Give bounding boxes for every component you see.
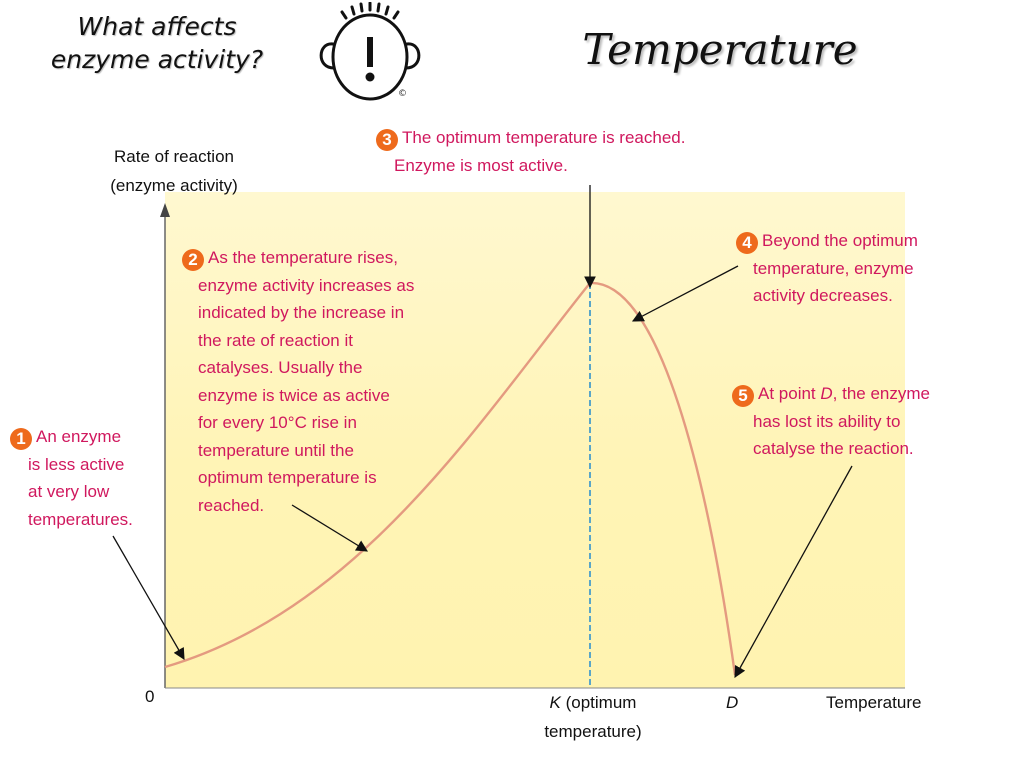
- annotation-4: 4 Beyond the optimum temperature, enzyme …: [736, 227, 996, 310]
- annotation-2: 2 As the temperature rises, enzyme activi…: [182, 244, 472, 519]
- annotation-2-line: temperature until the: [198, 440, 354, 460]
- x-tick-k-caption: (optimum: [560, 693, 637, 712]
- number-badge-1: 1: [10, 428, 32, 450]
- annotation-2-line: catalyses. Usually the: [198, 358, 363, 377]
- x-tick-k-line1: K (optimum: [525, 688, 661, 717]
- annotation-1-lead: An enzyme: [36, 427, 122, 446]
- annotation-2-line: reached.: [198, 495, 265, 515]
- annotation-4-line: temperature, enzyme: [753, 258, 914, 278]
- number-badge-3: 3: [376, 129, 398, 151]
- annotation-3-first-line: 3 The optimum temperature is reached.: [376, 124, 796, 152]
- origin-label: 0: [145, 687, 155, 706]
- copyright-mark: ©: [398, 89, 407, 99]
- header-question: What affects enzyme activity?: [32, 10, 282, 76]
- plot-area: [165, 192, 905, 688]
- page-title: Temperature: [582, 25, 858, 74]
- x-tick-k-line2: temperature): [544, 722, 642, 741]
- arrow-note-5: [734, 465, 853, 679]
- x-tick-k: K (optimum temperature): [525, 688, 661, 746]
- annotation-4-lead: Beyond the optimum: [762, 231, 918, 250]
- annotation-5-lead-post: , the enzyme: [832, 384, 930, 403]
- x-tick-d: D: [726, 693, 739, 712]
- header-question-line1: What affects: [77, 12, 237, 41]
- y-axis-label-line1: Rate of reaction: [113, 147, 234, 166]
- annotation-4-first-line: 4 Beyond the optimum: [736, 227, 996, 255]
- annotation-1-first-line: 1 An enzyme: [10, 423, 165, 451]
- arrow-note-2: [291, 504, 368, 552]
- annotation-3-lead: The optimum temperature is reached.: [402, 128, 686, 147]
- annotation-5-line: catalyse the reaction.: [753, 439, 914, 458]
- annotation-2-line: enzyme is twice as active: [198, 385, 390, 405]
- annotation-3-line: Enzyme is most active.: [394, 155, 568, 175]
- annotation-5-point-d: D: [820, 384, 833, 403]
- y-axis-arrowhead: [160, 203, 170, 217]
- x-tick-k-symbol: K: [549, 693, 561, 712]
- number-badge-2: 2: [182, 249, 204, 271]
- annotation-1-line: is less active: [28, 454, 125, 474]
- annotation-5: 5 At point D, the enzyme has lost its abi…: [732, 380, 1002, 463]
- arrow-note-4: [631, 265, 739, 322]
- annotation-2-lead: As the temperature rises,: [208, 248, 398, 267]
- annotation-2-line: the rate of reaction it: [198, 330, 353, 350]
- annotation-2-line: indicated by the increase in: [198, 303, 405, 322]
- annotation-1-line: temperatures.: [28, 509, 133, 529]
- number-badge-5: 5: [732, 385, 754, 407]
- annotation-2-line: optimum temperature is: [198, 468, 377, 487]
- annotation-5-first-line: 5 At point D, the enzyme: [732, 380, 1002, 408]
- annotation-2-line: for every 10°C rise in: [198, 413, 357, 432]
- x-axis-label: Temperature: [826, 693, 922, 712]
- enzyme-activity-curve: [164, 281, 737, 676]
- arrow-note-1: [112, 535, 185, 661]
- annotation-2-line: enzyme activity increases as: [198, 275, 415, 295]
- annotation-2-first-line: 2 As the temperature rises,: [182, 244, 472, 272]
- exclamation-face-icon: ©: [319, 2, 421, 101]
- number-badge-4: 4: [736, 232, 758, 254]
- annotation-5-line: has lost its ability to: [753, 411, 901, 431]
- annotation-4-line: activity decreases.: [753, 286, 893, 305]
- annotation-1: 1 An enzyme is less active at very low te…: [10, 423, 165, 533]
- annotation-3: 3 The optimum temperature is reached. Enz…: [376, 124, 796, 179]
- y-axis-label: Rate of reaction (enzyme activity): [88, 142, 260, 200]
- annotation-5-lead-pre: At point: [758, 384, 821, 403]
- y-axis-label-line2: (enzyme activity): [110, 176, 238, 195]
- annotation-1-line: at very low: [28, 482, 110, 501]
- header-question-line2: enzyme activity?: [50, 45, 264, 74]
